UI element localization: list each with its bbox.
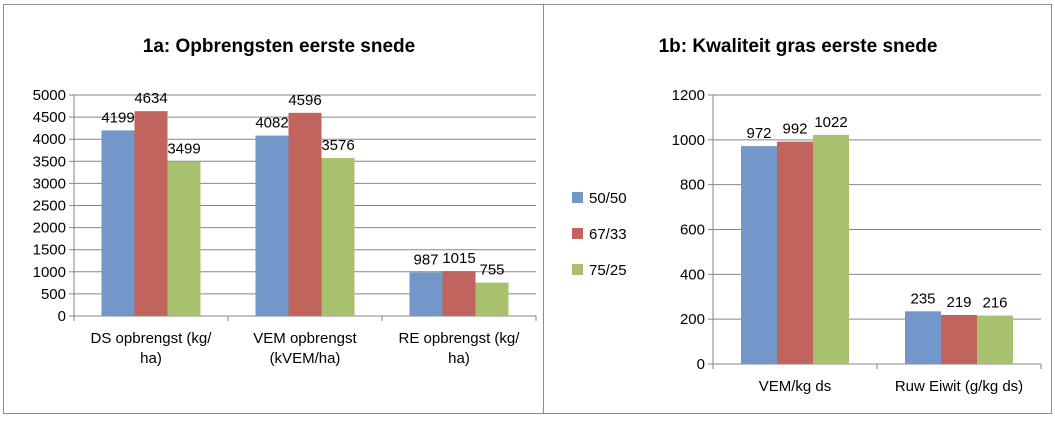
bar-50-50 [905, 311, 941, 364]
x-category-label: Ruw Eiwit (g/kg ds) [895, 378, 1023, 395]
x-category-label: RE opbrengst (kg/ [399, 330, 521, 347]
y-tick-label: 1000 [672, 132, 705, 149]
data-label: 3576 [321, 137, 354, 154]
data-label: 1015 [442, 250, 475, 267]
data-label: 235 [910, 290, 935, 307]
legend-label: 67/33 [589, 226, 627, 243]
y-tick-label: 1500 [33, 242, 66, 259]
data-label: 4199 [101, 109, 134, 126]
y-tick-label: 200 [680, 311, 705, 328]
data-label: 4634 [134, 90, 167, 107]
data-label: 216 [982, 295, 1007, 312]
y-tick-label: 800 [680, 177, 705, 194]
y-tick-label: 5000 [33, 87, 66, 104]
y-tick-label: 0 [58, 308, 66, 325]
bar-75-25 [813, 134, 849, 364]
bar-67-33 [134, 111, 168, 316]
x-category-label: (kVEM/ha) [270, 350, 341, 367]
legend-swatch [572, 264, 583, 275]
data-label: 987 [413, 251, 438, 268]
x-category-label: DS opbrengst (kg/ [91, 330, 213, 347]
legend-label: 75/25 [589, 262, 627, 279]
chart-title: 1b: Kwaliteit gras eerste snede [659, 36, 938, 57]
data-label: 755 [479, 262, 504, 279]
chart-legend: 50/50 67/33 75/25 [572, 190, 627, 279]
y-tick-label: 4000 [33, 131, 66, 148]
y-tick-label: 1200 [672, 87, 705, 104]
y-tick-label: 4500 [33, 109, 66, 126]
chart-panel-opbrengsten: 1a: Opbrengsten eerste snede 4199 4634 349… [3, 4, 544, 414]
bar-75-25 [321, 157, 355, 316]
x-category-label: ha) [140, 350, 162, 367]
bar-50-50 [409, 272, 443, 316]
legend-swatch [572, 192, 583, 203]
y-tick-label: 1000 [33, 264, 66, 281]
bar-67-33 [777, 141, 813, 364]
data-label: 4082 [255, 115, 288, 132]
chart-panel-kwaliteit: 1b: Kwaliteit gras eerste snede 972 992 10… [543, 4, 1052, 414]
x-category-label: VEM/kg ds [759, 378, 832, 395]
y-tick-label: 3000 [33, 175, 66, 192]
legend-swatch [572, 228, 583, 239]
y-tick-label: 2000 [33, 220, 66, 237]
bar-50-50 [255, 135, 289, 316]
y-tick-label: 400 [680, 266, 705, 283]
y-tick-label: 3500 [33, 153, 66, 170]
bar-67-33 [288, 112, 322, 316]
bar-75-25 [475, 282, 509, 316]
chart-kwaliteit: 1b: Kwaliteit gras eerste snede 972 992 10… [572, 36, 1042, 395]
data-label: 219 [946, 294, 971, 311]
data-label: 1022 [814, 114, 847, 131]
data-label: 3499 [167, 140, 200, 157]
bar-67-33 [941, 314, 977, 364]
x-category-label: ha) [448, 350, 470, 367]
y-tick-label: 600 [680, 222, 705, 239]
x-category-label: VEM opbrengst [253, 330, 357, 347]
bar-50-50 [101, 130, 135, 316]
y-tick-label: 2500 [33, 198, 66, 215]
legend-label: 50/50 [589, 190, 627, 207]
data-label: 4596 [288, 92, 321, 109]
bar-67-33 [442, 271, 476, 316]
data-label: 992 [782, 121, 807, 138]
y-tick-label: 500 [41, 286, 66, 303]
bar-50-50 [741, 146, 777, 364]
data-label: 972 [746, 125, 771, 142]
bar-75-25 [977, 315, 1013, 364]
bar-75-25 [167, 161, 201, 316]
y-tick-label: 0 [697, 356, 705, 373]
chart-title: 1a: Opbrengsten eerste snede [143, 36, 415, 57]
